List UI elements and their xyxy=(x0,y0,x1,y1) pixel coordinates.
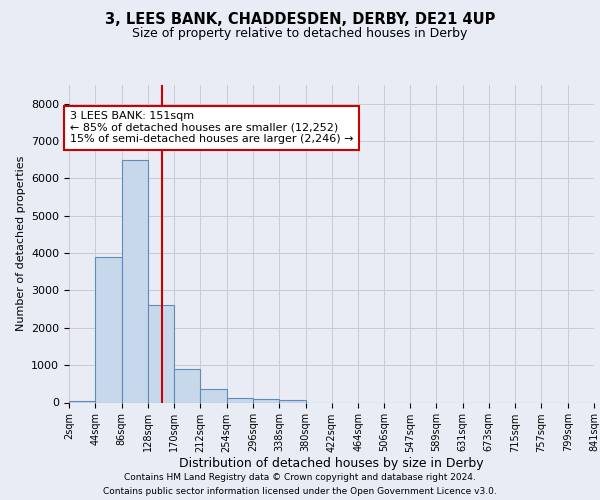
Text: Contains public sector information licensed under the Open Government Licence v3: Contains public sector information licen… xyxy=(103,488,497,496)
Text: Contains HM Land Registry data © Crown copyright and database right 2024.: Contains HM Land Registry data © Crown c… xyxy=(124,472,476,482)
Bar xyxy=(200,390,227,402)
Bar xyxy=(174,369,200,402)
Text: 3, LEES BANK, CHADDESDEN, DERBY, DE21 4UP: 3, LEES BANK, CHADDESDEN, DERBY, DE21 4U… xyxy=(105,12,495,28)
Bar xyxy=(122,160,148,402)
Bar xyxy=(279,400,305,402)
Text: 3 LEES BANK: 151sqm
← 85% of detached houses are smaller (12,252)
15% of semi-de: 3 LEES BANK: 151sqm ← 85% of detached ho… xyxy=(70,111,353,144)
Bar xyxy=(227,398,253,402)
Bar xyxy=(69,400,95,402)
Bar xyxy=(148,306,174,402)
Bar xyxy=(95,257,122,402)
Y-axis label: Number of detached properties: Number of detached properties xyxy=(16,156,26,332)
Bar xyxy=(253,399,279,402)
Text: Size of property relative to detached houses in Derby: Size of property relative to detached ho… xyxy=(133,28,467,40)
X-axis label: Distribution of detached houses by size in Derby: Distribution of detached houses by size … xyxy=(179,458,484,470)
